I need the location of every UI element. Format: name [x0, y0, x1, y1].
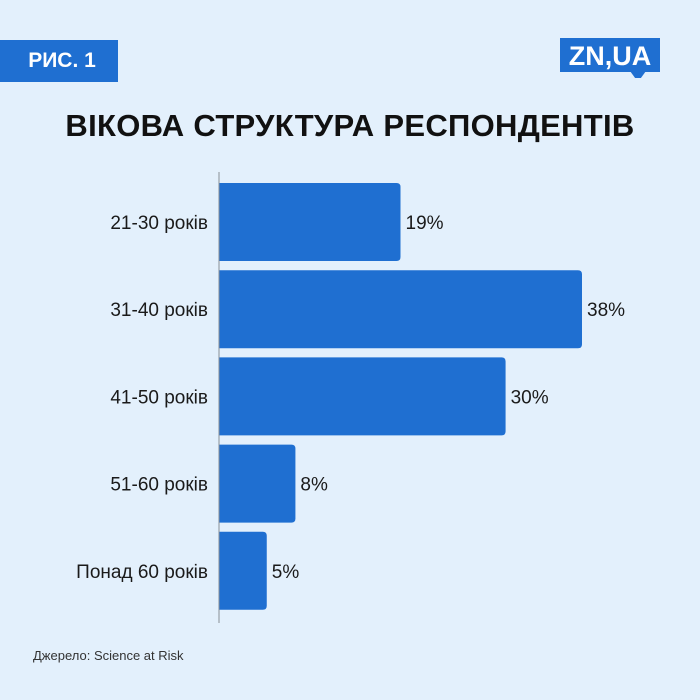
bar-4 — [219, 444, 296, 523]
value-label-5: 5% — [272, 562, 300, 583]
figure-badge: РИС. 1 — [0, 40, 118, 82]
source-note: Джерело: Science at Risk — [33, 648, 184, 663]
logo-text: ZN,UA — [569, 41, 652, 71]
category-label-3: 41-50 років — [110, 387, 208, 408]
category-label-4: 51-60 років — [110, 475, 208, 496]
bar-2 — [219, 270, 582, 349]
bar-5 — [219, 531, 267, 610]
figure-badge-label: РИС. 1 — [28, 49, 96, 72]
zn-ua-logo: ZN,UA — [560, 38, 660, 78]
category-label-1: 21-30 років — [110, 213, 208, 234]
category-label-2: 31-40 років — [110, 300, 208, 321]
value-label-1: 19% — [406, 213, 444, 234]
chart-title: ВІКОВА СТРУКТУРА РЕСПОНДЕНТІВ — [65, 108, 635, 143]
value-label-4: 8% — [300, 475, 328, 496]
value-label-3: 30% — [511, 387, 549, 408]
category-label-5: Понад 60 років — [76, 562, 208, 583]
bar-3 — [219, 357, 506, 436]
value-label-2: 38% — [587, 300, 625, 321]
bar-1 — [219, 183, 401, 261]
